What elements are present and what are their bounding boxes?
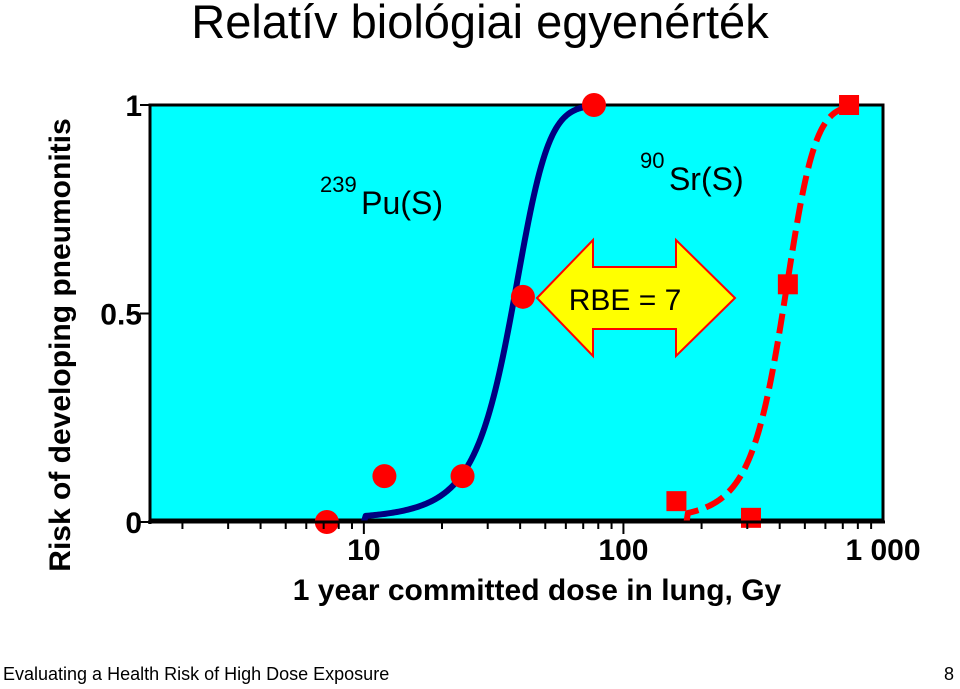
pu-data-point-5 bbox=[581, 93, 606, 117]
rbe-arrow: RBE = 7 bbox=[535, 237, 737, 359]
series-label-pu: 239 Pu(S) bbox=[320, 172, 443, 221]
slide-title: Relatív biológiai egyenérték bbox=[191, 0, 769, 48]
y-tick-label-2: 0.5 bbox=[100, 299, 142, 332]
footer-text: Evaluating a Health Risk of High Dose Ex… bbox=[3, 664, 390, 684]
y-tick-label-1: 0 bbox=[125, 507, 142, 540]
pu-data-point-3 bbox=[450, 464, 475, 489]
pu-data-point-2 bbox=[372, 464, 397, 489]
x-tick-label-3: 1 000 bbox=[845, 534, 920, 567]
pu-data-point-4 bbox=[510, 284, 535, 309]
sr-data-point-2 bbox=[740, 507, 761, 528]
x-axis-label: 1 year committed dose in lung, Gy bbox=[293, 574, 782, 607]
sr-element-label: Sr(S) bbox=[669, 161, 744, 197]
y-axis-label: Risk of developing pneumonitis bbox=[44, 118, 77, 571]
series-lines bbox=[360, 102, 854, 523]
pu-isotope-number: 239 bbox=[320, 172, 357, 197]
x-tick-label-1: 10 bbox=[347, 534, 380, 567]
x-tick-label-2: 100 bbox=[598, 534, 648, 567]
y-tick-label-3: 1 bbox=[125, 90, 142, 123]
sr-fit-curve bbox=[683, 103, 854, 523]
page-number: 8 bbox=[943, 664, 954, 684]
plot-area bbox=[148, 103, 885, 522]
sr-data-point-1 bbox=[666, 491, 687, 512]
y-ticks: 00.51 bbox=[100, 90, 150, 540]
pu-fit-curve bbox=[360, 102, 595, 523]
sr-isotope-number: 90 bbox=[640, 148, 664, 173]
sr-data-point-4 bbox=[839, 95, 860, 115]
series-label-sr: 90 Sr(S) bbox=[640, 148, 744, 197]
chart: 10 100 1 000 00.51 1 year committed dose i… bbox=[44, 90, 921, 607]
rbe-double-arrow bbox=[535, 237, 737, 359]
sr-data-point-3 bbox=[777, 274, 798, 295]
x-ticks: 10 100 1 000 bbox=[181, 522, 921, 567]
pu-element-label: Pu(S) bbox=[361, 185, 443, 221]
rbe-label: RBE = 7 bbox=[569, 284, 682, 317]
